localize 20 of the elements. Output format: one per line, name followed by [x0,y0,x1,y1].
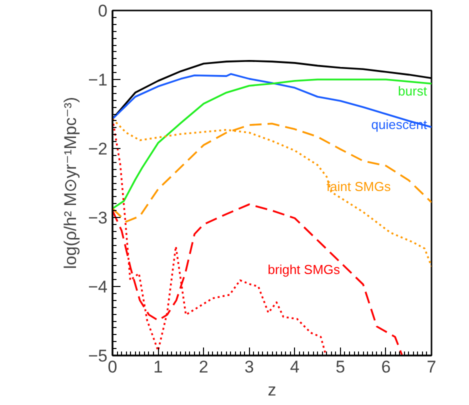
y-tick-label: −4 [88,278,108,296]
y-tick-label: −3 [88,208,108,228]
y-tick-label: −5 [88,346,108,366]
series-label: bright SMGs [268,262,341,277]
x-tick-label: 2 [198,358,208,376]
x-tick-label: 3 [244,358,254,376]
series-label: quiescent [371,116,428,132]
y-tick-label: −1 [88,70,108,90]
x-tick-label: 1 [153,358,163,376]
y-tick-label: 0 [98,2,108,20]
x-tick-label: 6 [381,358,391,376]
x-axis-title: z [268,380,276,400]
y-tick-label: −2 [88,140,108,158]
y-axis-title: log(ρ/h² M⊙yr⁻¹Mpc⁻³) [61,96,80,269]
x-tick-label: 7 [426,358,436,376]
series-label: faint SMGs [326,178,392,194]
x-tick-label: 5 [336,358,346,376]
series-label: burst [398,84,428,99]
x-tick-label: 4 [290,358,300,376]
line-series [112,78,432,210]
